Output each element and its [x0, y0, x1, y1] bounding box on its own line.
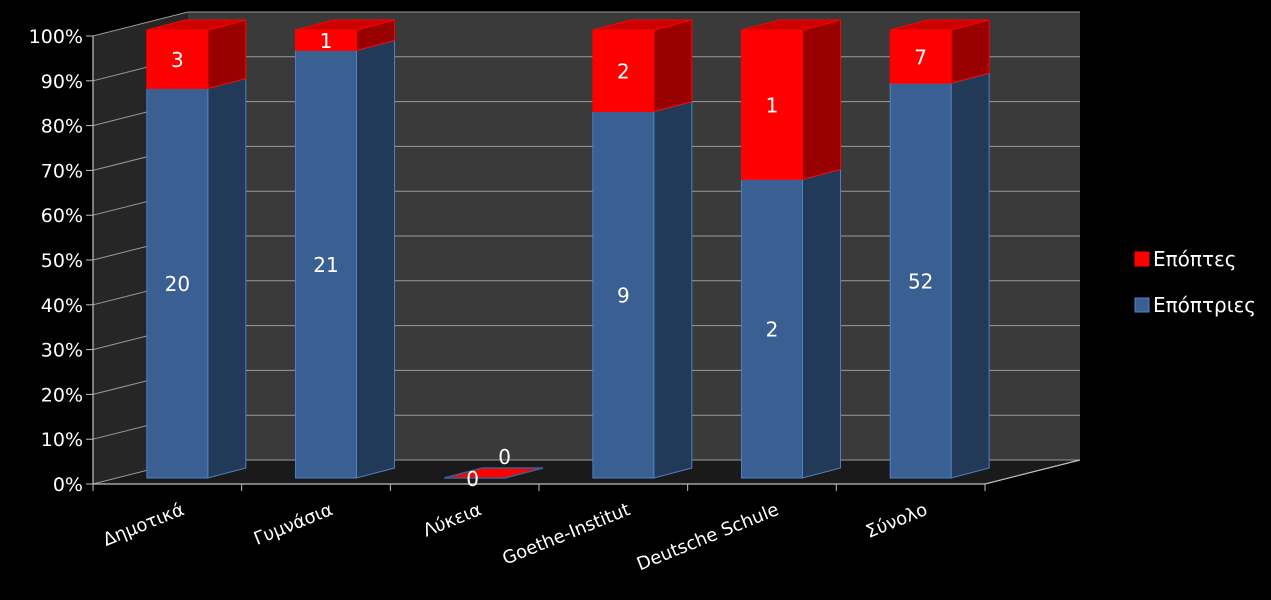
data-label-Επόπτριες: 0 — [466, 467, 479, 491]
bar-empty — [443, 467, 544, 479]
category-label: Λύκεια — [420, 499, 484, 541]
data-label-Επόπτες: 0 — [498, 445, 511, 469]
y-tick-label: 90% — [41, 71, 83, 93]
bar-epoptries-front — [295, 49, 357, 479]
bar-epoptes — [889, 19, 990, 84]
bar-epoptes-side — [207, 19, 247, 90]
bar-epoptes-side — [950, 19, 990, 84]
bar-epoptries-front — [741, 178, 803, 479]
bar-epoptries-front — [146, 87, 209, 479]
data-label-epoptes: 1 — [320, 29, 333, 53]
bar-epoptes-front — [741, 29, 803, 180]
legend-swatch — [1134, 251, 1150, 267]
y-tick-label: 100% — [29, 26, 83, 48]
y-tick-label: 60% — [41, 205, 83, 227]
bar-epoptries — [146, 77, 247, 479]
data-label-epoptes: 3 — [171, 48, 184, 72]
bars — [146, 19, 990, 479]
legend: Επόπτες Επόπτριες — [1134, 247, 1256, 317]
data-label-epoptries: 52 — [908, 270, 933, 294]
bar-epoptes-front — [295, 29, 357, 51]
bar-epoptes — [741, 19, 841, 180]
data-label-epoptries: 21 — [313, 253, 338, 277]
x-axis-depth — [984, 459, 1081, 485]
bar-epoptes-side — [653, 19, 693, 113]
data-label-epoptries: 20 — [165, 272, 190, 296]
bar-epoptes-front — [889, 29, 952, 84]
y-tick-label: 50% — [41, 250, 83, 272]
y-tick-label: 80% — [41, 116, 83, 138]
bar-epoptes-front — [146, 29, 209, 89]
bar-epoptries — [295, 39, 395, 479]
bar-epoptries-front — [889, 82, 952, 479]
data-label-epoptes: 1 — [766, 94, 779, 118]
data-label-epoptries: 9 — [617, 284, 630, 308]
category-label: Σύνολο — [863, 499, 931, 543]
legend-swatch — [1134, 297, 1150, 313]
bar-epoptries-side — [801, 168, 841, 479]
bar-epoptes — [295, 19, 395, 52]
data-label-epoptes: 7 — [914, 46, 927, 70]
category-label: Deutsche Schule — [634, 499, 782, 575]
y-tick-label: 0% — [53, 474, 83, 496]
bar-epoptries-side — [355, 39, 395, 479]
category-label: Δημοτικά — [100, 499, 187, 551]
bar-epoptries-side — [653, 100, 693, 479]
y-tick-label: 20% — [41, 384, 83, 406]
bar-epoptries-side — [950, 72, 990, 479]
bar-epoptries-front — [592, 110, 655, 479]
category-label: Goethe-Institut — [499, 499, 633, 569]
bar-epoptries — [592, 100, 693, 479]
y-tick-label: 30% — [41, 340, 83, 362]
category-label: Γυμνάσια — [251, 499, 336, 550]
y-tick-label: 10% — [41, 429, 83, 451]
bar-epoptes-side — [801, 19, 841, 180]
gridline-side — [92, 11, 189, 37]
bar-epoptes-front — [592, 29, 655, 112]
bar-epoptries — [889, 72, 990, 479]
legend-entry: Επόπτριες — [1153, 293, 1256, 317]
bar-epoptries-side — [207, 77, 247, 479]
y-tick-label: 40% — [41, 295, 83, 317]
bar-epoptries — [741, 168, 841, 479]
data-label-epoptes: 2 — [617, 60, 630, 84]
data-label-epoptries: 2 — [766, 318, 779, 342]
legend-entry: Επόπτες — [1153, 247, 1237, 271]
bar-epoptes — [592, 19, 693, 113]
y-tick-label: 70% — [41, 160, 83, 182]
bar-epoptes — [146, 19, 247, 90]
